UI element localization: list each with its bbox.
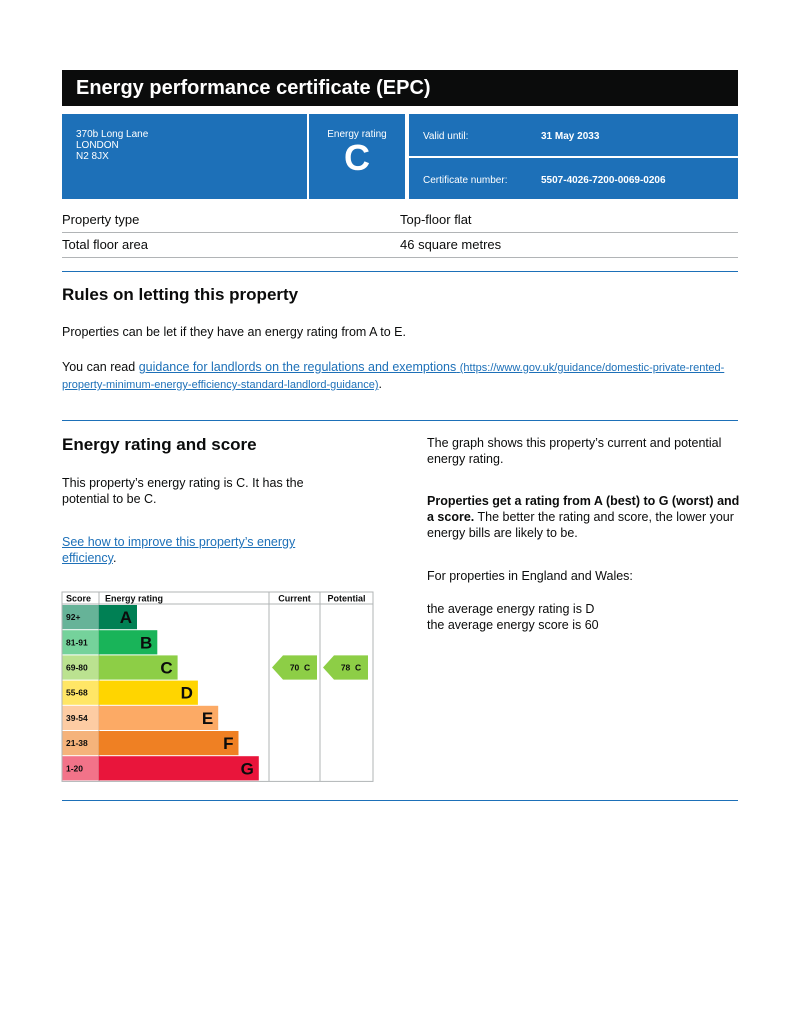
text: The better the rating and score, the low… xyxy=(427,510,734,540)
column-header: Current xyxy=(278,594,311,604)
link[interactable]: guidance for landlords on the regulation… xyxy=(62,360,724,391)
link[interactable]: See how to improve this property’s energ… xyxy=(62,535,296,565)
address-line: N2 8JX xyxy=(76,151,109,162)
band-bar xyxy=(99,756,259,781)
divider xyxy=(62,800,738,801)
text: You can read xyxy=(62,360,139,374)
divider xyxy=(62,271,738,272)
score-range: 21-38 xyxy=(66,738,88,748)
cert-number: 5507-4026-7200-0069-0206 xyxy=(541,175,666,186)
rating-arrow xyxy=(272,655,317,680)
row-value: Top-floor flat xyxy=(400,212,472,227)
paragraph: This property’s energy rating is C. It h… xyxy=(62,476,304,506)
valid-until: 31 May 2033 xyxy=(541,131,600,142)
rating-label: Energy rating xyxy=(327,129,387,140)
score-range: 81-91 xyxy=(66,637,88,647)
link-url: (https://www.gov.uk/guidance/domestic-pr… xyxy=(62,362,725,391)
title-bar: Energy performance certificate (EPC) xyxy=(62,70,738,106)
band-letter: A xyxy=(120,608,132,627)
rule xyxy=(62,257,738,258)
row-value: 46 square metres xyxy=(400,237,502,252)
band-letter: E xyxy=(202,709,213,728)
paragraph: Properties can be let if they have an en… xyxy=(62,325,406,339)
rating-score: 78 xyxy=(341,663,351,673)
rating-label: 70 C xyxy=(290,663,310,673)
address-line: 370b Long Lane xyxy=(76,129,149,140)
band-letter: G xyxy=(241,759,254,778)
rule xyxy=(62,232,738,233)
paragraph: The graph shows this property’s current … xyxy=(427,436,722,466)
averages: the average energy rating is D the avera… xyxy=(427,601,599,633)
average-line: the average energy score is 60 xyxy=(427,618,599,632)
text: . xyxy=(378,377,382,391)
paragraph: For properties in England and Wales: xyxy=(427,569,633,583)
heading: Energy rating and score xyxy=(62,435,257,454)
address-line: LONDON xyxy=(76,140,119,151)
row-label: Total floor area xyxy=(62,237,148,252)
band-bar xyxy=(99,605,137,630)
score-range: 92+ xyxy=(66,612,80,622)
score-cell xyxy=(62,731,99,756)
cert-label: Certificate number: xyxy=(423,175,508,186)
score-range: 69-80 xyxy=(66,663,88,673)
average-line: the average energy rating is D xyxy=(427,602,595,616)
divider xyxy=(62,420,738,421)
chart-frame xyxy=(61,591,374,782)
score-cell xyxy=(62,655,99,680)
score-cell xyxy=(62,756,99,781)
paragraph: Properties get a rating from A (best) to… xyxy=(427,493,742,541)
score-range: 1-20 xyxy=(66,763,83,773)
title: Energy performance certificate (EPC) xyxy=(76,77,431,99)
band-bar xyxy=(99,705,219,730)
paragraph: You can read guidance for landlords on t… xyxy=(62,359,738,393)
paragraph: See how to improve this property’s energ… xyxy=(62,534,332,566)
text: . xyxy=(112,551,117,565)
rating: C xyxy=(344,137,370,178)
score-cell xyxy=(62,705,99,730)
score-cell xyxy=(62,630,99,655)
band-letter: D xyxy=(181,684,193,703)
address-cell: 370b Long Lane LONDON N2 8JX xyxy=(62,114,307,199)
address: 370b Long Lane LONDON N2 8JX xyxy=(76,129,148,162)
rating-letter: C xyxy=(355,663,361,673)
band-letter: F xyxy=(223,734,233,753)
score-cell xyxy=(62,680,99,705)
band-bar xyxy=(99,630,158,655)
rating-letter: C xyxy=(304,663,310,673)
cert-cell: Certificate number: 5507-4026-7200-0069-… xyxy=(409,158,738,199)
score-cell xyxy=(62,605,99,630)
score-range: 39-54 xyxy=(66,713,88,723)
band-bar xyxy=(99,680,198,705)
column-header: Score xyxy=(66,594,91,604)
valid-label: Valid until: xyxy=(423,131,469,142)
column-header: Energy rating xyxy=(105,594,163,604)
rating-score: 70 xyxy=(290,663,300,673)
column-header: Potential xyxy=(327,594,365,604)
row-label: Property type xyxy=(62,212,140,227)
band-letter: C xyxy=(160,659,172,678)
band-bar xyxy=(99,731,239,756)
link-text: guidance for landlords on the regulation… xyxy=(138,360,457,374)
heading: Rules on letting this property xyxy=(62,285,299,304)
rating-arrow xyxy=(323,655,368,680)
bold-text: Properties get a rating from A (best) to… xyxy=(427,494,740,524)
valid-cell: Valid until: 31 May 2033 xyxy=(409,114,738,156)
rating-label: 78 C xyxy=(341,663,361,673)
rating-cell: Energy rating C xyxy=(309,114,405,199)
score-range: 55-68 xyxy=(66,688,88,698)
band-bar xyxy=(99,655,178,680)
band-letter: B xyxy=(140,633,152,652)
